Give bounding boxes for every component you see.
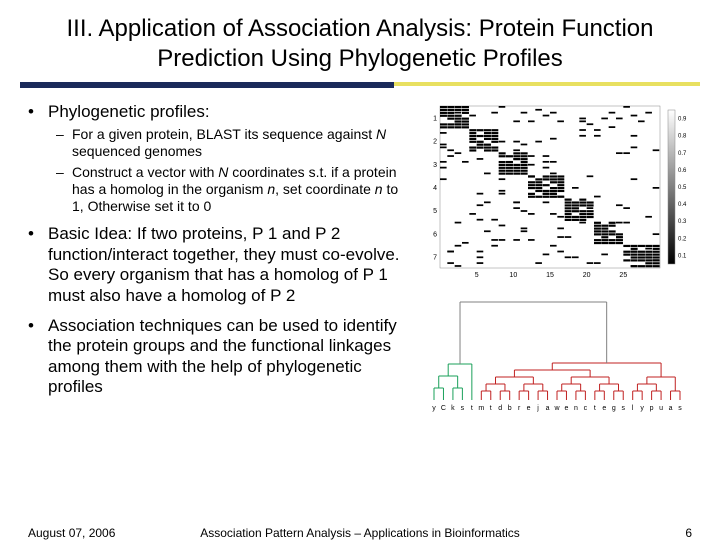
t: sequenced genomes	[72, 143, 202, 159]
n-var: N	[376, 126, 386, 142]
text-column: Phylogenetic profiles: For a given prote…	[20, 102, 410, 418]
n-var: n	[267, 181, 275, 197]
svg-text:r: r	[518, 405, 521, 412]
svg-text:y: y	[640, 405, 644, 412]
svg-text:0.9: 0.9	[678, 117, 687, 123]
bullet-1-sub-1: For a given protein, BLAST its sequence …	[48, 126, 410, 160]
svg-text:2: 2	[433, 139, 437, 146]
svg-text:0.3: 0.3	[678, 219, 687, 225]
svg-text:p: p	[650, 405, 654, 412]
footer-date: August 07, 2006	[28, 526, 115, 540]
svg-text:j: j	[536, 405, 539, 412]
t: For a given protein, BLAST its sequence …	[72, 126, 376, 142]
svg-text:e: e	[527, 405, 531, 412]
svg-text:6: 6	[433, 231, 437, 238]
svg-text:0.1: 0.1	[678, 253, 687, 259]
svg-text:5: 5	[433, 208, 437, 215]
svg-text:d: d	[498, 405, 502, 412]
t: , set coordinate	[275, 181, 375, 197]
svg-text:7: 7	[433, 254, 437, 261]
svg-text:m: m	[478, 405, 484, 412]
svg-text:w: w	[553, 405, 560, 412]
content-area: Phylogenetic profiles: For a given prote…	[0, 102, 720, 418]
svg-text:3: 3	[433, 162, 437, 169]
svg-text:0.2: 0.2	[678, 236, 687, 242]
svg-text:u: u	[659, 405, 663, 412]
title-underline	[20, 82, 700, 88]
svg-text:0.5: 0.5	[678, 185, 687, 191]
phylogenetic-heatmap: 1 2 3 4 5 6 7 5 10 15 20 25 0.9 0.8 0.7 0.6 0.5 0.4 0.3 0.2…	[422, 102, 692, 282]
svg-text:g: g	[612, 405, 616, 412]
slide-title: III. Application of Association Analysis…	[0, 0, 720, 82]
svg-text:5: 5	[475, 272, 479, 279]
svg-text:0.4: 0.4	[678, 202, 687, 208]
svg-text:4: 4	[433, 185, 437, 192]
bullet-1-sub-2: Construct a vector with N coordinates s.…	[48, 164, 410, 214]
svg-text:k: k	[451, 405, 455, 412]
svg-text:s: s	[461, 405, 465, 412]
bullet-1-text: Phylogenetic profiles:	[48, 102, 210, 121]
figures-column: 1 2 3 4 5 6 7 5 10 15 20 25 0.9 0.8 0.7 0.6 0.5 0.4 0.3 0.2…	[422, 102, 700, 418]
bullet-1: Phylogenetic profiles: For a given prote…	[20, 102, 410, 214]
svg-text:0.6: 0.6	[678, 168, 687, 174]
svg-text:l: l	[632, 405, 634, 412]
svg-text:b: b	[508, 405, 512, 412]
svg-text:t: t	[594, 405, 596, 412]
n-var: n	[375, 181, 383, 197]
svg-text:n: n	[574, 405, 578, 412]
svg-text:15: 15	[546, 272, 554, 279]
svg-text:t: t	[471, 405, 473, 412]
dendrogram-chart: yCkstmtdbrejawenctegslypuas	[422, 288, 692, 418]
svg-text:10: 10	[509, 272, 517, 279]
svg-text:s: s	[678, 405, 682, 412]
svg-text:a: a	[546, 405, 550, 412]
svg-text:25: 25	[619, 272, 627, 279]
n-var: N	[218, 164, 228, 180]
svg-text:t: t	[490, 405, 492, 412]
svg-text:e: e	[565, 405, 569, 412]
svg-text:1: 1	[433, 116, 437, 123]
svg-text:s: s	[621, 405, 625, 412]
footer-page-number: 6	[685, 526, 692, 540]
footer-title: Association Pattern Analysis – Applicati…	[200, 526, 520, 540]
bullet-3: Association techniques can be used to id…	[20, 316, 410, 398]
svg-text:0.7: 0.7	[678, 151, 687, 157]
svg-text:e: e	[602, 405, 606, 412]
bullet-2: Basic Idea: If two proteins, P 1 and P 2…	[20, 224, 410, 306]
svg-text:0.8: 0.8	[678, 134, 687, 140]
t: Construct a vector with	[72, 164, 218, 180]
svg-text:y: y	[432, 405, 436, 412]
svg-text:C: C	[441, 405, 446, 412]
svg-text:c: c	[584, 405, 588, 412]
svg-text:a: a	[669, 405, 673, 412]
svg-text:20: 20	[583, 272, 591, 279]
